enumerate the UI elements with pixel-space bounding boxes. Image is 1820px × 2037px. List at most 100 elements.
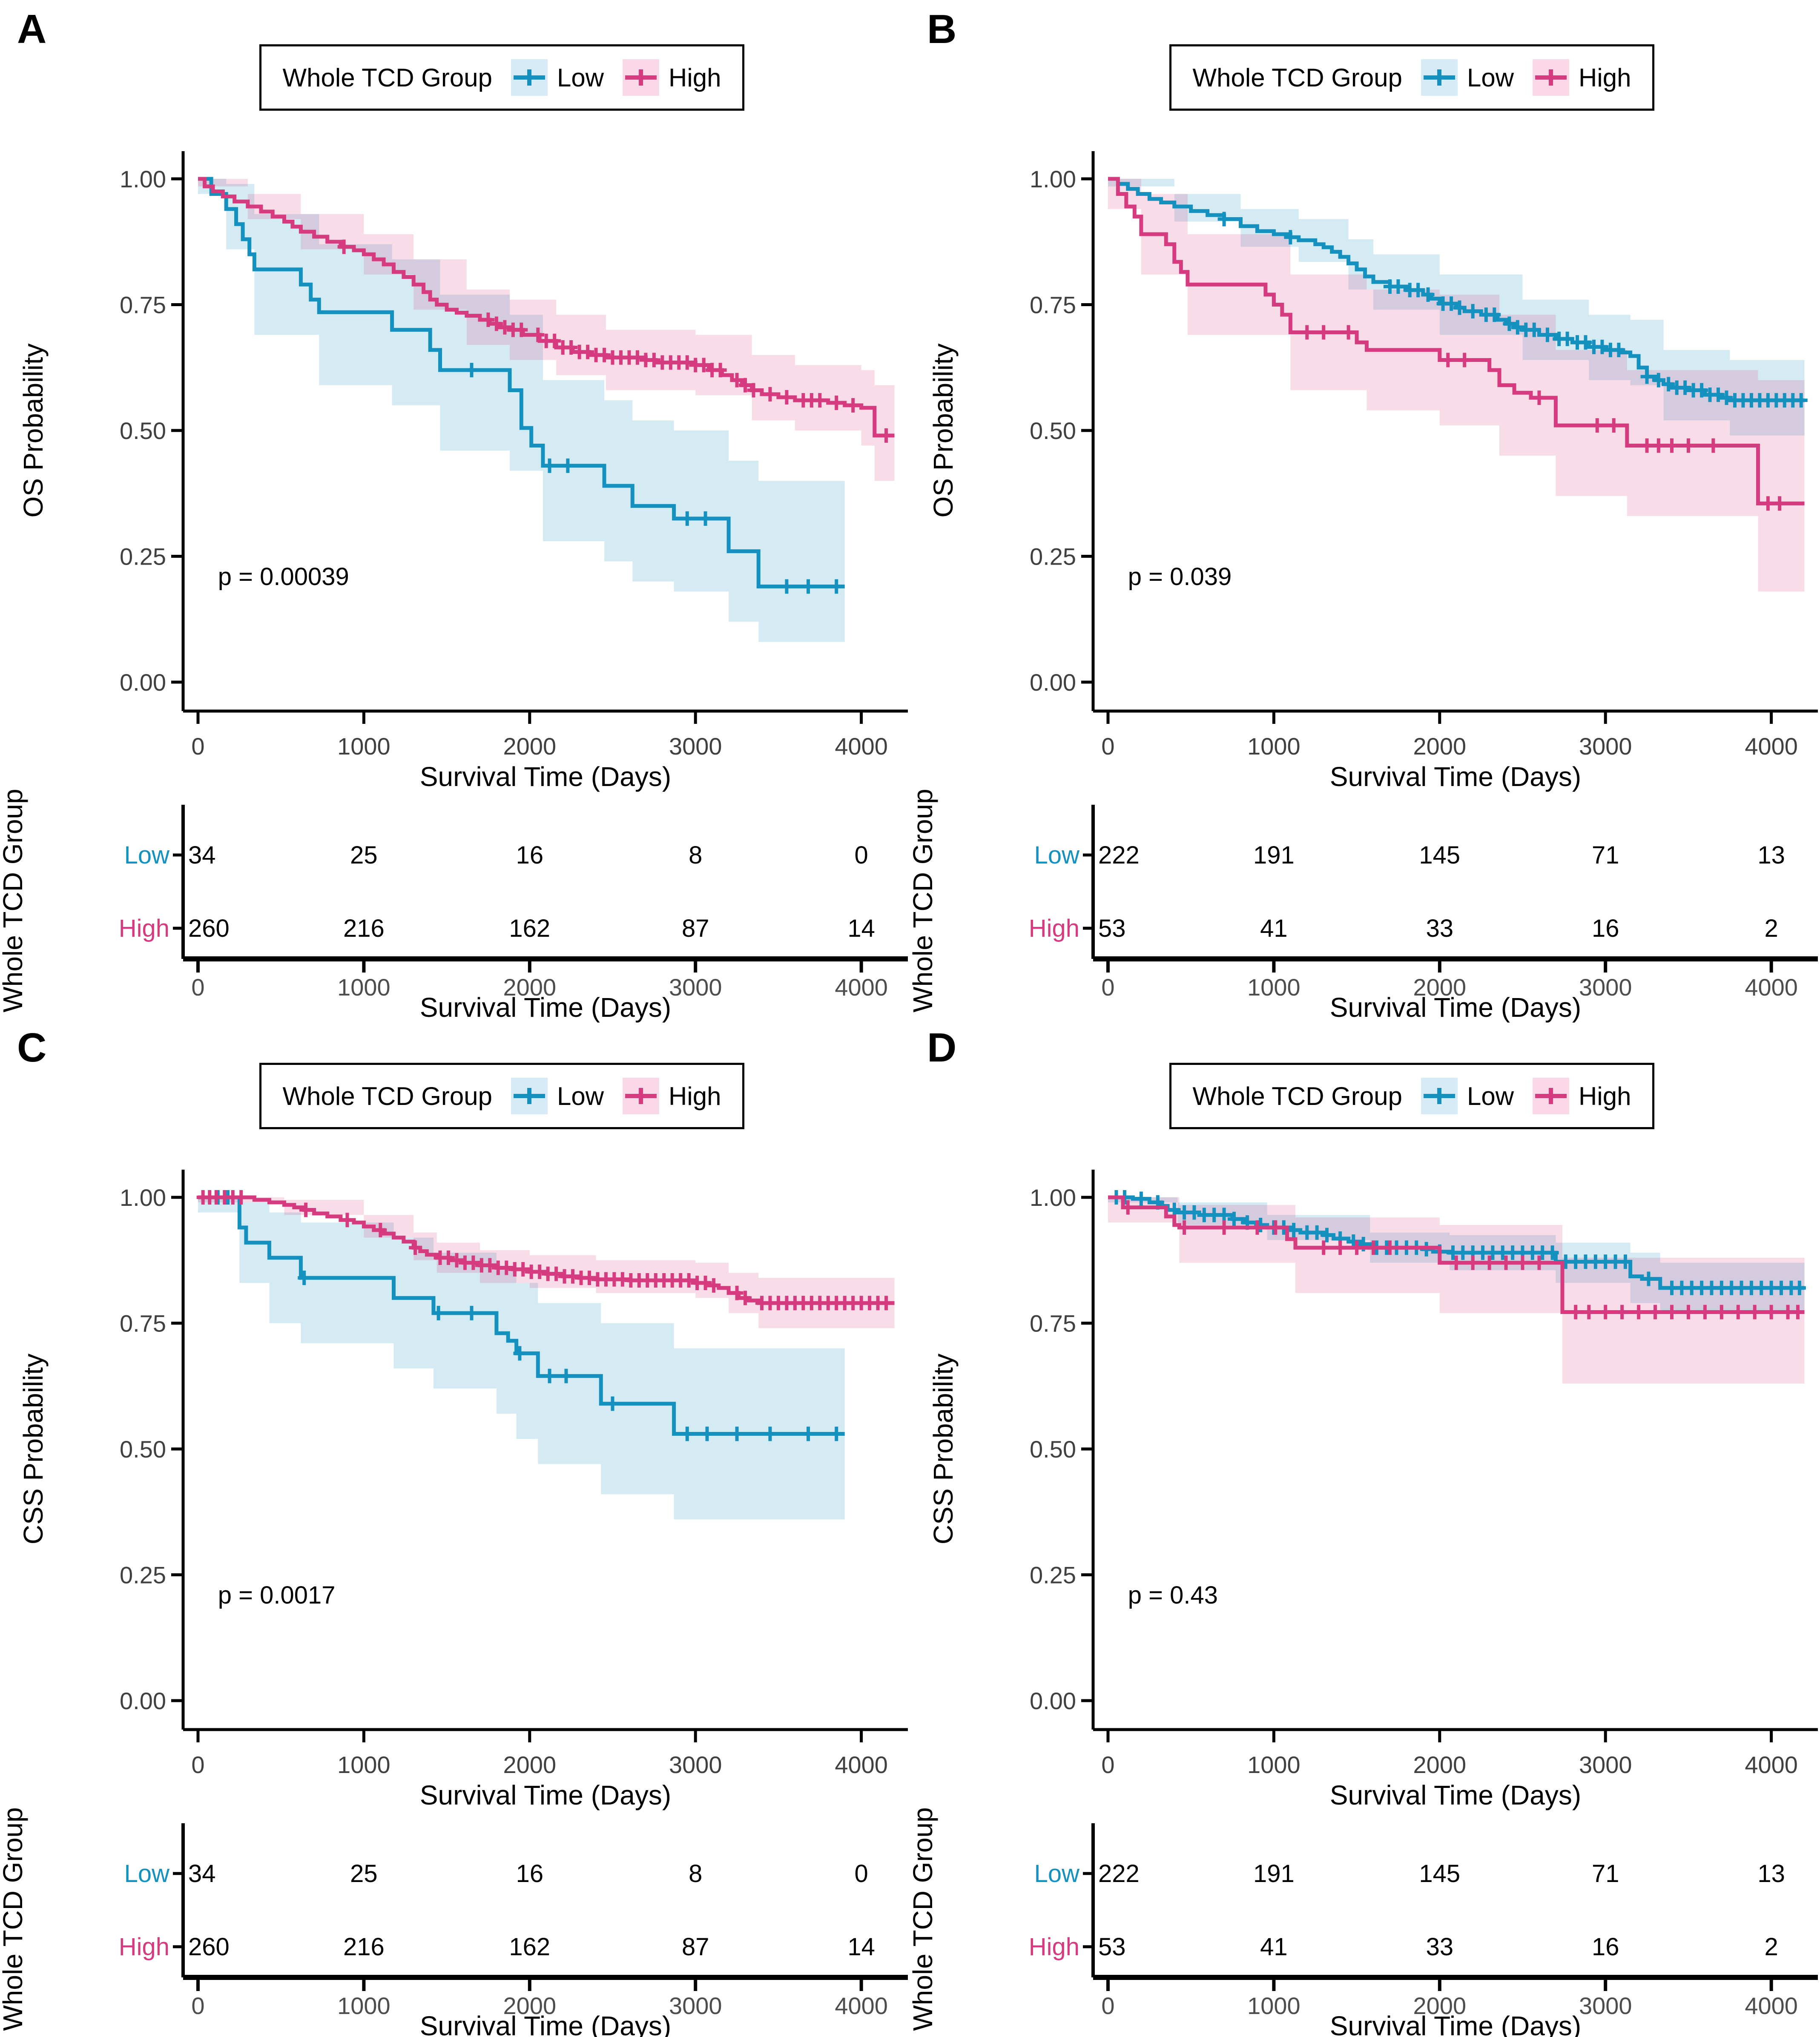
high-censor-key-icon [1533,1078,1570,1114]
legend-label-low: Low [1467,1082,1514,1110]
risk-x-tick-label: 1000 [1247,974,1300,1001]
risk-count: 260 [188,915,230,942]
low-censor-key-icon [1421,59,1458,96]
y-tick-label: 0.00 [1030,669,1076,696]
panel-label-a: A [17,6,47,52]
legend-label-high: High [669,1082,721,1110]
x-tick-label: 3000 [669,1751,722,1778]
censor-marks-high [196,1190,893,1311]
censor-marks-low [1217,212,1808,408]
x-tick-label: 1000 [1247,733,1300,760]
risk-x-tick-label: 0 [1101,1992,1114,2019]
km-plot-d: 1.00 0.75 0.50 0.25 0.00 0 1000 2000 3000 4000 Sur… [928,1170,1818,1810]
y-tick-label: 0.50 [1030,1436,1076,1463]
risk-count: 87 [682,1933,709,1961]
x-axis-title: Survival Time (Days) [1330,761,1581,792]
risk-x-tick-label: 4000 [1745,974,1798,1001]
low-censor-key-icon [511,1078,548,1114]
km-plot-c: 1.00 0.75 0.50 0.25 0.00 0 1000 2000 3000 4000 Sur… [18,1170,908,1810]
p-value-label: p = 0.0017 [218,1581,336,1609]
risk-count: 222 [1098,1860,1140,1888]
panel-label-c: C [17,1025,47,1070]
risk-x-tick-label: 4000 [835,1992,888,2019]
legend-d: Whole TCD Group Low High [1169,1063,1655,1129]
risk-x-tick-label: 2000 [503,1992,557,2019]
risk-x-tick-label: 1000 [337,1992,390,2019]
censor-marks-high [1300,325,1786,511]
risk-row-label-low: Low [1034,841,1080,869]
x-tick-label: 0 [191,1751,204,1778]
legend-item-high: High [623,1078,721,1114]
risk-row-label-low: Low [124,841,170,869]
y-tick-label: 0.50 [120,1436,166,1463]
y-axis-title: OS Probability [928,343,959,517]
high-censor-key-icon [623,1078,660,1114]
axes: 1.00 0.75 0.50 0.25 0.00 0 1000 2000 3000 4000 [120,151,908,760]
risk-count: 33 [1426,915,1454,942]
risk-count: 222 [1098,841,1140,869]
km-line-high [1108,177,1805,505]
risk-count: 145 [1419,1860,1460,1888]
x-tick-label: 0 [191,733,204,760]
panel-d: D Whole TCD Group Low High 1.00 0.75 0.50 0… [907,1018,1820,2037]
risk-count: 16 [516,841,544,869]
x-tick-label: 4000 [1745,733,1798,760]
censor-marks-high [1121,1200,1804,1320]
axes: 1.00 0.75 0.50 0.25 0.00 0 1000 2000 3000 4000 [1030,1170,1818,1778]
x-axis-title: Survival Time (Days) [420,761,671,792]
legend-label-high: High [1579,1082,1631,1110]
risk-count: 34 [188,841,216,869]
risk-count: 0 [855,1860,868,1888]
risk-count: 34 [188,1860,216,1888]
risk-count: 162 [509,1933,550,1961]
risk-x-tick-label: 2000 [1413,974,1467,1001]
km-plot-a: 1.00 0.75 0.50 0.25 0.00 0 1000 2000 3000 4000 Sur… [18,151,908,792]
risk-x-tick-label: 0 [1101,974,1114,1001]
x-tick-label: 3000 [1579,1751,1632,1778]
km-line-low [198,177,845,588]
x-tick-label: 0 [1101,1751,1114,1778]
p-value-label: p = 0.43 [1128,1581,1218,1609]
legend-item-low: Low [511,1078,604,1114]
risk-x-axis-title: Survival Time (Days) [420,992,671,1023]
km-plot-b: 1.00 0.75 0.50 0.25 0.00 0 1000 2000 3000 4000 Sur… [928,151,1818,792]
low-censor-key-icon [1421,1078,1458,1114]
legend-label-high: High [1579,63,1631,92]
risk-x-tick-label: 2000 [503,974,557,1001]
panel-b: B Whole TCD Group Low High 1.00 0.75 0.50 0… [907,0,1820,1023]
risk-x-axis-title: Survival Time (Days) [1330,2011,1581,2037]
p-value-label: p = 0.039 [1128,563,1232,591]
risk-count: 41 [1260,1933,1288,1961]
risk-count: 16 [1592,1933,1619,1961]
x-tick-label: 4000 [835,1751,888,1778]
risk-row-label-high: High [1029,915,1079,942]
y-tick-label: 0.75 [1030,292,1076,318]
high-censor-key-icon [1533,59,1570,96]
risk-x-tick-label: 0 [191,1992,204,2019]
risk-x-tick-label: 3000 [1579,1992,1632,2019]
high-censor-key-icon [623,59,660,96]
risk-count: 16 [1592,915,1619,942]
legend-b: Whole TCD Group Low High [1169,44,1655,111]
x-tick-label: 0 [1101,733,1114,760]
y-tick-label: 0.25 [1030,1562,1076,1589]
legend-label-low: Low [1467,63,1514,92]
risk-count: 191 [1253,841,1295,869]
risk-count: 216 [343,915,385,942]
y-tick-label: 1.00 [120,166,166,192]
risk-count: 53 [1098,1933,1126,1961]
y-tick-label: 0.25 [120,1562,166,1589]
legend-label-high: High [669,63,721,92]
y-tick-label: 1.00 [1030,166,1076,192]
legend-item-low: Low [511,59,604,96]
x-tick-label: 1000 [337,1751,390,1778]
y-tick-label: 0.00 [1030,1687,1076,1714]
risk-x-axis-title: Survival Time (Days) [420,2011,671,2037]
risk-count: 0 [855,841,868,869]
risk-count: 14 [847,1933,875,1961]
risk-count: 2 [1765,1933,1778,1961]
risk-count: 260 [188,1933,230,1961]
x-tick-label: 4000 [835,733,888,760]
x-tick-label: 2000 [503,733,557,760]
risk-count: 13 [1757,841,1785,869]
